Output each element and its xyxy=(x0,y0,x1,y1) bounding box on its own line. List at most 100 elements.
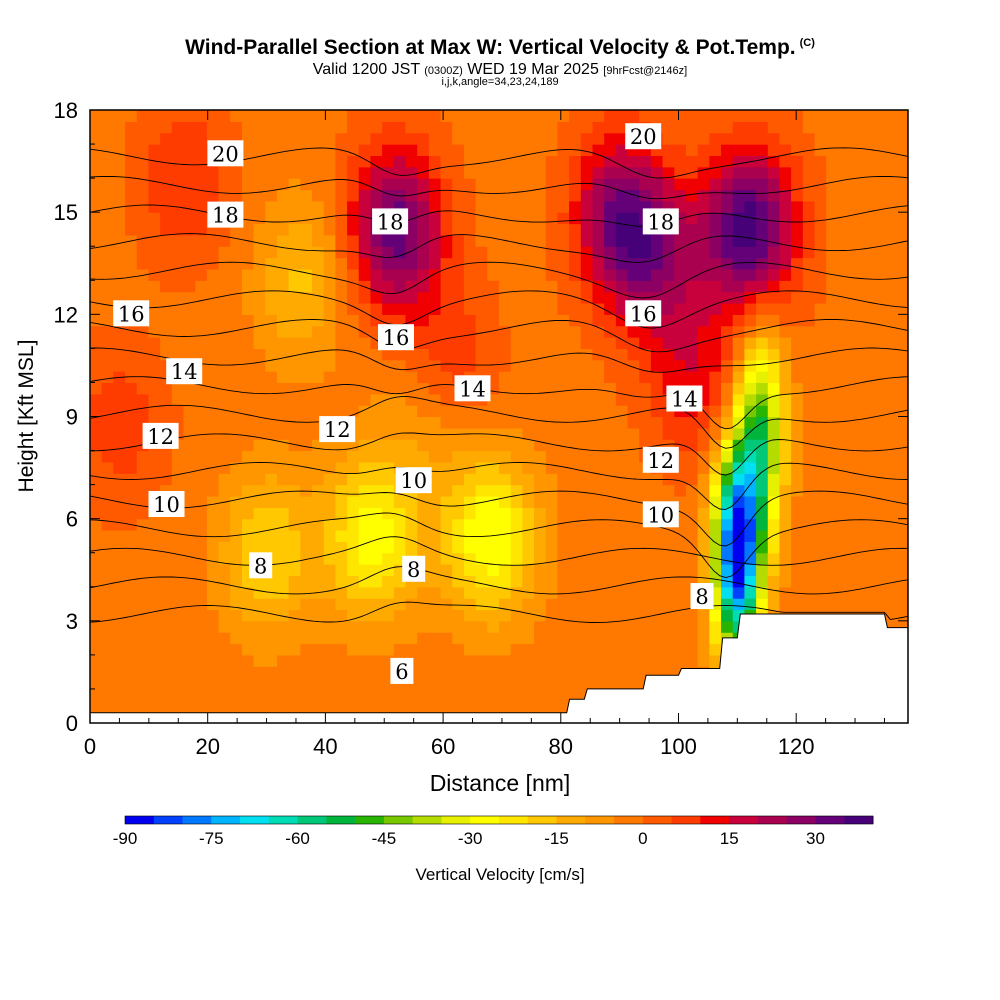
field-cell xyxy=(802,371,816,384)
field-cell xyxy=(510,359,523,372)
field-cell xyxy=(744,450,757,463)
field-cell xyxy=(685,121,699,134)
field-cell xyxy=(721,325,734,338)
field-cell xyxy=(826,393,839,406)
field-cell xyxy=(370,688,383,701)
colorbar-tick-label: -30 xyxy=(458,829,483,848)
field-cell xyxy=(463,132,477,145)
field-cell xyxy=(335,450,348,463)
field-cell xyxy=(206,654,220,667)
colorbar-swatch xyxy=(729,816,759,824)
field-cell xyxy=(872,291,886,304)
field-cell xyxy=(674,552,687,565)
field-cell xyxy=(113,654,126,667)
field-cell xyxy=(569,337,582,349)
field-cell xyxy=(218,575,231,588)
field-cell xyxy=(814,314,827,327)
field-cell xyxy=(487,518,500,531)
field-cell xyxy=(744,382,757,395)
field-cell xyxy=(253,212,266,225)
field-cell xyxy=(171,518,185,531)
field-cell xyxy=(545,427,559,440)
field-cell xyxy=(744,484,757,497)
field-cell xyxy=(592,223,605,236)
field-cell xyxy=(452,337,465,349)
field-cell xyxy=(195,144,208,157)
field-cell xyxy=(452,598,465,611)
field-cell xyxy=(534,473,547,486)
field-cell xyxy=(230,302,243,315)
y-tick-label: 9 xyxy=(66,405,78,430)
field-cell xyxy=(195,337,208,349)
field-cell xyxy=(312,620,325,633)
field-cell xyxy=(148,234,161,247)
field-cell xyxy=(779,268,792,281)
field-cell xyxy=(440,416,453,429)
field-cell xyxy=(393,495,407,508)
field-cell xyxy=(767,552,781,565)
field-cell xyxy=(580,530,594,542)
field-cell xyxy=(744,552,757,565)
field-cell xyxy=(732,473,745,486)
field-cell xyxy=(218,121,231,134)
field-cell xyxy=(580,666,594,679)
field-cell xyxy=(288,200,301,213)
field-cell xyxy=(125,132,138,145)
field-cell xyxy=(814,121,827,134)
field-cell xyxy=(534,541,547,554)
field-cell xyxy=(417,144,430,157)
field-cell xyxy=(183,144,196,157)
field-cell xyxy=(358,427,372,440)
field-cell xyxy=(288,337,301,349)
field-cell xyxy=(347,371,360,384)
field-cell xyxy=(113,530,126,542)
field-cell xyxy=(452,473,465,486)
field-cell xyxy=(545,121,559,134)
field-cell xyxy=(592,495,605,508)
field-cell xyxy=(136,688,150,701)
field-cell xyxy=(475,155,488,168)
field-cell xyxy=(393,643,407,656)
field-cell xyxy=(101,575,114,588)
contour-label-text: 10 xyxy=(153,493,180,517)
field-cell xyxy=(265,688,278,701)
field-cell xyxy=(358,666,372,679)
field-cell xyxy=(440,246,453,259)
field-cell xyxy=(615,325,629,338)
field-cell xyxy=(463,620,477,633)
field-cell xyxy=(709,302,722,315)
field-cell xyxy=(312,223,325,236)
field-cell xyxy=(206,643,220,656)
field-cell xyxy=(265,166,278,179)
field-cell xyxy=(335,223,348,236)
field-cell xyxy=(335,371,348,384)
field-cell xyxy=(288,246,301,259)
field-cell xyxy=(253,405,266,418)
field-cell xyxy=(183,677,196,690)
field-cell xyxy=(510,144,523,157)
field-cell xyxy=(534,382,547,395)
field-cell xyxy=(370,325,383,338)
field-cell xyxy=(300,620,313,633)
field-cell xyxy=(650,643,664,656)
field-cell xyxy=(475,325,488,338)
field-cell xyxy=(475,291,488,304)
field-cell xyxy=(288,586,301,599)
field-cell xyxy=(218,598,231,611)
field-cell xyxy=(721,257,734,270)
field-cell xyxy=(592,393,605,406)
field-cell xyxy=(417,666,430,679)
field-cell xyxy=(802,382,816,395)
contour-label-box xyxy=(319,416,356,443)
field-cell xyxy=(218,246,231,259)
field-cell xyxy=(370,450,383,463)
field-cell xyxy=(545,291,559,304)
field-cell xyxy=(604,359,617,372)
field-cell xyxy=(160,564,173,577)
field-cell xyxy=(685,564,699,577)
field-cell xyxy=(639,348,652,361)
field-cell xyxy=(393,700,407,713)
field-cell xyxy=(896,200,908,213)
field-cell xyxy=(826,552,839,565)
field-cell xyxy=(358,371,372,384)
